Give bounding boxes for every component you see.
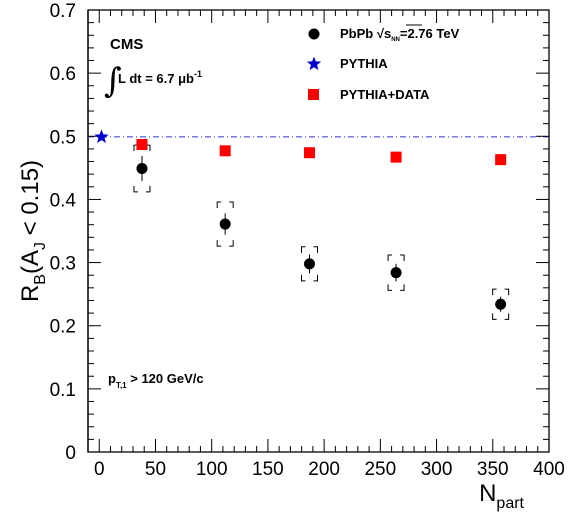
- integral-sign: ∫: [104, 61, 122, 101]
- pythia-data-point: [390, 151, 402, 163]
- x-tick-label: 250: [364, 459, 396, 480]
- pt-cut-rest: > 120 GeV/c: [127, 371, 204, 386]
- tick-labels: 0 50 100 150 200 250 300 350 400 0 0.1 0.2 0.3 0.4 0.5…: [50, 1, 565, 480]
- sys-bracket-top-right: [400, 254, 405, 261]
- x-axis-title-sub: part: [496, 495, 524, 512]
- x-tick-label: 100: [196, 459, 228, 480]
- legend-pbpb-sub: NN: [391, 37, 400, 43]
- sys-bracket-bottom-right: [229, 240, 234, 247]
- y-tick-label: 0.6: [50, 64, 76, 85]
- pt-cut-p: p: [108, 371, 116, 386]
- y-axis-title-rest: < 0.15): [17, 160, 44, 242]
- x-axis-title: Npart: [479, 480, 524, 512]
- sys-bracket-bottom-right: [504, 313, 510, 320]
- x-tick-label: 200: [308, 459, 340, 480]
- y-tick-label: 0.4: [50, 190, 77, 211]
- sys-bracket-bottom-right: [145, 185, 151, 193]
- sys-bracket-bottom-left: [133, 185, 138, 193]
- pbpb-data-point: [390, 267, 402, 279]
- legend-label-pbpb: PbPb √sNN=2.76 TeV: [340, 26, 460, 43]
- x-tick-label: 300: [421, 459, 453, 480]
- pt-cut-label: pT,1 > 120 GeV/c: [108, 371, 204, 390]
- pythia-data-point: [304, 147, 316, 159]
- sys-bracket-bottom-right: [313, 274, 319, 282]
- pythia-point: [94, 129, 109, 143]
- legend: PbPb √sNN=2.76 TeV PYTHIA PYTHIA+DATA: [306, 24, 460, 102]
- pbpb-data-point: [495, 298, 507, 310]
- pbpb-data-point: [136, 162, 148, 174]
- y-tick-label: 0.3: [50, 254, 76, 275]
- x-tick-label: 350: [477, 459, 509, 480]
- sys-bracket-bottom-left: [216, 240, 222, 247]
- y-tick-label: 0.7: [50, 1, 76, 22]
- data-marks: [94, 129, 510, 320]
- x-axis-title-main: N: [479, 480, 496, 507]
- pbpb-data-point: [219, 218, 231, 230]
- sys-bracket-top-left: [216, 201, 222, 208]
- y-axis-title-a-sub: J: [32, 242, 49, 250]
- x-tick-label: 0: [94, 459, 105, 480]
- pythia-data-point: [136, 138, 148, 150]
- y-axis-title: RB(AJ < 0.15): [17, 160, 49, 302]
- sys-bracket-bottom-right: [400, 284, 405, 291]
- pythia-data-point: [219, 145, 231, 157]
- legend-marker-pbpb: [308, 28, 320, 40]
- legend-label-pythia-data: PYTHIA+DATA: [340, 87, 430, 102]
- experiment-label: CMS: [110, 36, 143, 53]
- sys-bracket-top-left: [492, 288, 497, 296]
- x-tick-label: 50: [145, 459, 166, 480]
- y-axis-title-r-sub: B: [32, 274, 49, 285]
- sys-bracket-top-right: [504, 288, 510, 296]
- pythia-data-point: [495, 154, 507, 166]
- legend-marker-pythia: [306, 56, 322, 71]
- legend-label-pythia: PYTHIA: [340, 56, 388, 71]
- sys-bracket-bottom-left: [387, 284, 393, 291]
- legend-pbpb-prefix: PbPb √s: [340, 26, 391, 41]
- y-axis-title-open: (A: [17, 250, 44, 274]
- sys-bracket-top-right: [229, 201, 234, 208]
- luminosity-text: L dt = 6.7 μb: [118, 71, 194, 86]
- pt-cut-sub: T,1: [116, 381, 127, 390]
- legend-pbpb-suffix: =2.76 TeV: [400, 26, 460, 41]
- y-axis-title-r: R: [17, 285, 44, 302]
- legend-marker-pythia-data: [308, 89, 319, 100]
- sys-bracket-bottom-left: [301, 274, 306, 282]
- y-tick-label: 0.2: [50, 317, 76, 338]
- x-tick-label: 150: [252, 459, 284, 480]
- y-tick-label: 0.5: [50, 127, 76, 148]
- pbpb-data-point: [304, 258, 316, 270]
- sys-bracket-top-right: [313, 246, 319, 253]
- y-tick-label: 0.1: [50, 380, 76, 401]
- sys-bracket-top-left: [387, 254, 393, 261]
- sys-bracket-bottom-left: [492, 313, 497, 320]
- luminosity-exponent: -1: [194, 69, 202, 79]
- luminosity-label: L dt = 6.7 μb-1: [118, 69, 202, 86]
- x-tick-label: 400: [533, 459, 565, 480]
- axis-ticks: [87, 9, 550, 453]
- sys-bracket-top-left: [301, 246, 306, 253]
- y-tick-label: 0: [65, 443, 76, 464]
